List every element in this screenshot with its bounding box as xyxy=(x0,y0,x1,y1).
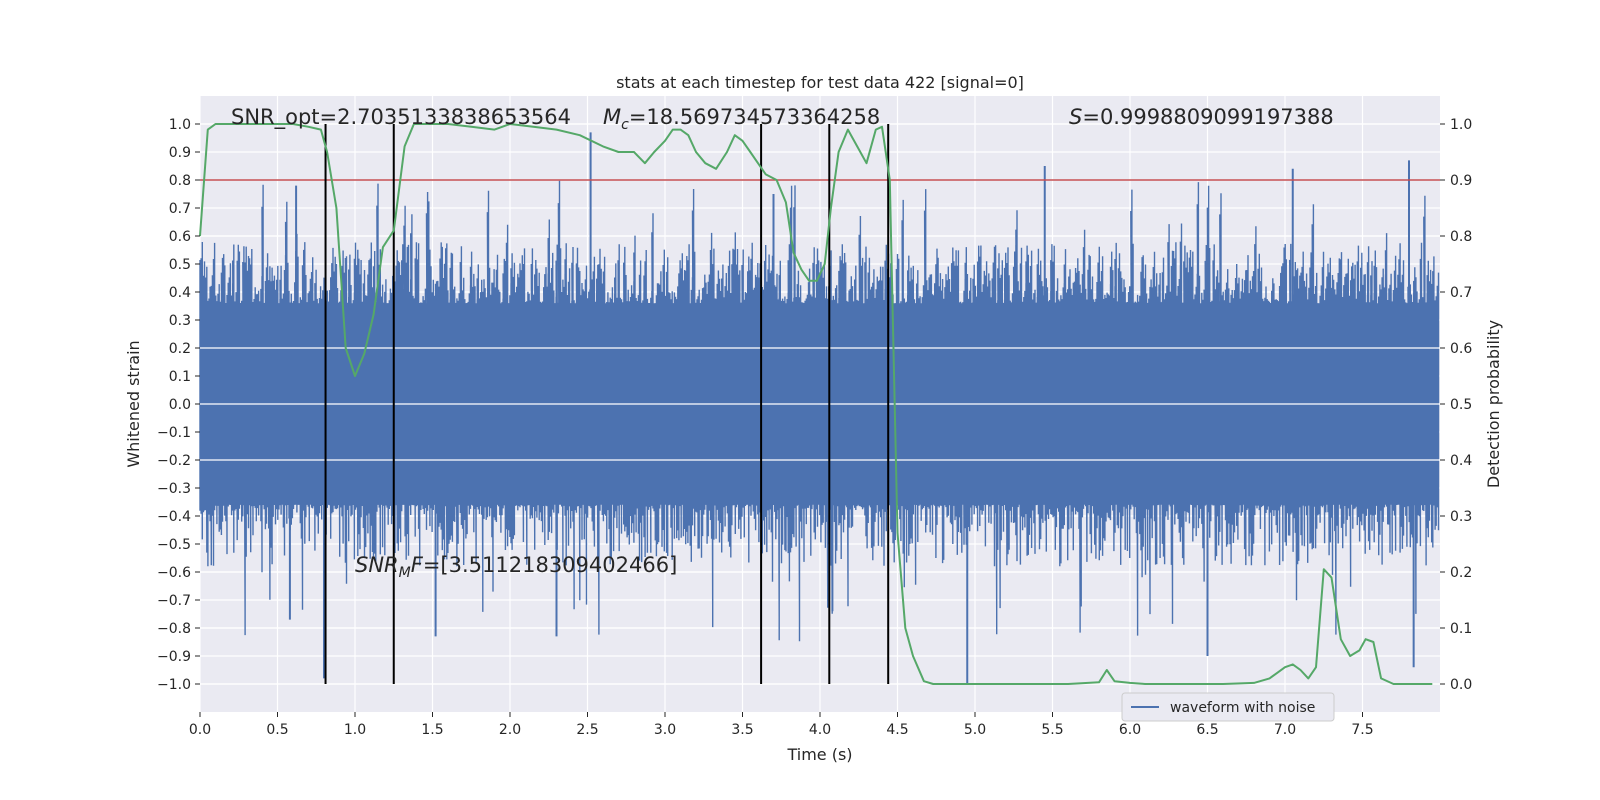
y-axis-label: Whitened strain xyxy=(124,340,143,467)
y2-tick-label-1: 0.9 xyxy=(1450,173,1472,189)
y2-axis-ticks: 1.0 0.9 0.8 0.7 0.6 0.5 0.4 0.3 0.2 0.1 0.0 xyxy=(1440,117,1472,693)
y-axis-ticks: 1.0 0.9 0.8 0.7 0.6 0.5 0.4 0.3 0.2 0.1 0.0 −0.1 −0.… xyxy=(157,117,200,693)
mc-symbol: M xyxy=(603,105,621,129)
legend-entry-waveform: waveform with noise xyxy=(1170,700,1315,716)
y2-tick-label-0: 1.0 xyxy=(1450,117,1472,133)
waveform-series xyxy=(199,132,1440,684)
x-tick-label-7: 3.5 xyxy=(731,722,753,738)
y2-tick-label-7: 0.3 xyxy=(1450,509,1472,525)
y-tick-label-9: 0.1 xyxy=(169,369,191,385)
x-axis-ticks: 0.0 0.5 1.0 1.5 2.0 2.5 3.0 3.5 4.0 4.5 5.0 5.5 6.0 6… xyxy=(189,712,1374,738)
y-tick-label-13: −0.3 xyxy=(157,481,191,497)
y-tick-label-11: −0.1 xyxy=(157,425,191,441)
y2-tick-label-2: 0.8 xyxy=(1450,229,1472,245)
legend: waveform with noise xyxy=(1121,692,1335,722)
y-tick-label-17: −0.7 xyxy=(157,593,191,609)
y-tick-label-7: 0.3 xyxy=(169,313,191,329)
y2-tick-label-8: 0.2 xyxy=(1450,565,1472,581)
probability-series xyxy=(199,123,1433,685)
y-tick-label-10: 0.0 xyxy=(169,397,191,413)
y2-tick-label-10: 0.0 xyxy=(1450,677,1472,693)
mc-subscript: c xyxy=(621,117,629,133)
y-tick-label-5: 0.5 xyxy=(169,257,191,273)
x-tick-label-15: 7.5 xyxy=(1351,722,1373,738)
s-symbol: S xyxy=(1069,105,1082,129)
y2-tick-label-6: 0.4 xyxy=(1450,453,1472,469)
x-tick-label-12: 6.0 xyxy=(1119,722,1141,738)
mc-value: =18.569734573364258 xyxy=(629,105,880,129)
x-tick-label-5: 2.5 xyxy=(576,722,598,738)
x-tick-label-3: 1.5 xyxy=(421,722,443,738)
x-tick-label-13: 6.5 xyxy=(1196,722,1218,738)
x-tick-label-14: 7.0 xyxy=(1274,722,1296,738)
x-tick-label-0: 0.0 xyxy=(189,722,211,738)
y-tick-label-2: 0.8 xyxy=(169,173,191,189)
snrmf-value: =[3.511218309402466] xyxy=(423,553,677,577)
probability-line xyxy=(199,123,1433,685)
y-tick-label-1: 0.9 xyxy=(169,145,191,161)
snrmf-subscript: M xyxy=(399,565,411,581)
snrmf-suffix: F xyxy=(411,553,424,577)
x-tick-label-6: 3.0 xyxy=(654,722,676,738)
x-tick-label-9: 4.5 xyxy=(886,722,908,738)
x-tick-label-1: 0.5 xyxy=(266,722,288,738)
annotation-snr-opt: SNR_opt=2.7035133838653564 xyxy=(231,105,571,130)
y2-tick-label-9: 0.1 xyxy=(1450,621,1472,637)
x-tick-label-10: 5.0 xyxy=(964,722,986,738)
x-axis-label: Time (s) xyxy=(786,745,852,764)
annotation-s-statistic: S=0.9998809099197388 xyxy=(1069,105,1334,129)
y-tick-label-0: 1.0 xyxy=(169,117,191,133)
x-tick-label-4: 2.0 xyxy=(499,722,521,738)
y-tick-label-18: −0.8 xyxy=(157,621,191,637)
x-tick-label-8: 4.0 xyxy=(809,722,831,738)
y-tick-label-19: −0.9 xyxy=(157,649,191,665)
y-tick-label-12: −0.2 xyxy=(157,453,191,469)
y-tick-label-8: 0.2 xyxy=(169,341,191,357)
legend-box xyxy=(1121,692,1335,722)
y2-axis-label: Detection probability xyxy=(1484,320,1503,488)
y-tick-label-16: −0.6 xyxy=(157,565,191,581)
annotation-chirp-mass: Mc=18.569734573364258 xyxy=(603,105,880,133)
s-value: =0.9998809099197388 xyxy=(1082,105,1333,129)
y-tick-label-6: 0.4 xyxy=(169,285,191,301)
y-tick-label-20: −1.0 xyxy=(157,677,191,693)
x-tick-label-2: 1.0 xyxy=(344,722,366,738)
y2-tick-label-4: 0.6 xyxy=(1450,341,1472,357)
annotation-snr-mf: SNRMF=[3.511218309402466] xyxy=(355,553,677,581)
x-tick-label-11: 5.5 xyxy=(1041,722,1063,738)
y-tick-label-14: −0.4 xyxy=(157,509,191,525)
y-tick-label-4: 0.6 xyxy=(169,229,191,245)
y2-tick-label-5: 0.5 xyxy=(1450,397,1472,413)
chart-title: stats at each timestep for test data 422… xyxy=(616,73,1024,92)
y-tick-label-3: 0.7 xyxy=(169,201,191,217)
y-tick-label-15: −0.5 xyxy=(157,537,191,553)
y2-tick-label-3: 0.7 xyxy=(1450,285,1472,301)
snrmf-symbol: SNR xyxy=(355,553,399,577)
